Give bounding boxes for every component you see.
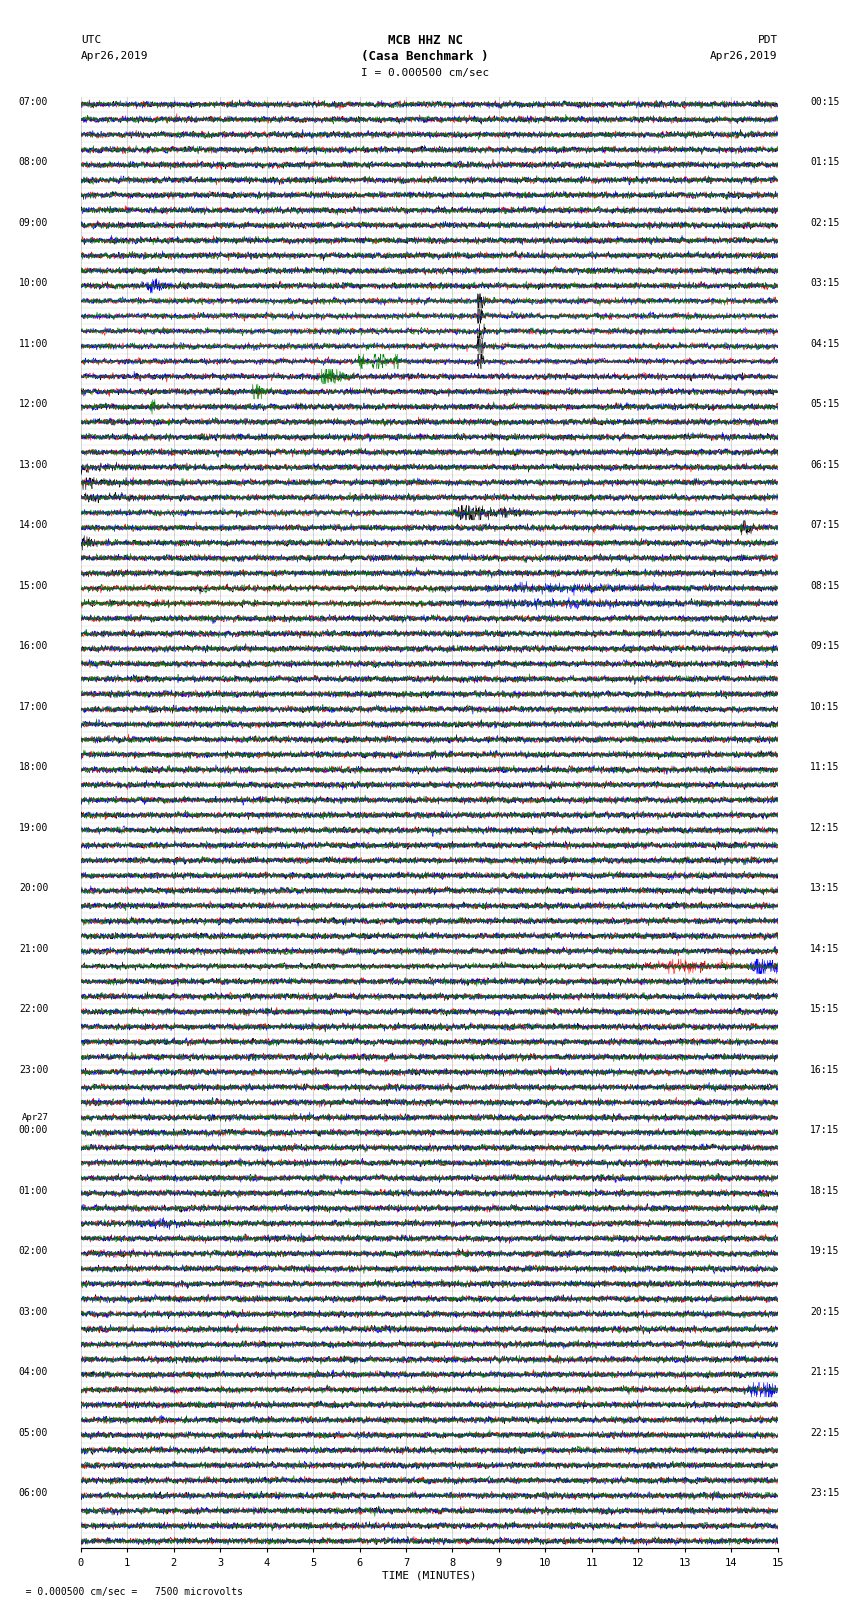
Text: I = 0.000500 cm/sec: I = 0.000500 cm/sec (361, 68, 489, 77)
Text: 22:15: 22:15 (810, 1428, 840, 1437)
Text: 03:15: 03:15 (810, 279, 840, 289)
Text: MCB HHZ NC: MCB HHZ NC (388, 34, 462, 47)
Text: 07:15: 07:15 (810, 521, 840, 531)
Text: 10:00: 10:00 (19, 279, 48, 289)
Text: 11:15: 11:15 (810, 763, 840, 773)
Text: 10:15: 10:15 (810, 702, 840, 711)
Text: Apr26,2019: Apr26,2019 (711, 52, 778, 61)
Text: 12:00: 12:00 (19, 400, 48, 410)
Text: 06:15: 06:15 (810, 460, 840, 469)
Text: 03:00: 03:00 (19, 1307, 48, 1316)
Text: (Casa Benchmark ): (Casa Benchmark ) (361, 50, 489, 63)
Text: Apr26,2019: Apr26,2019 (81, 52, 148, 61)
Text: 04:00: 04:00 (19, 1368, 48, 1378)
X-axis label: TIME (MINUTES): TIME (MINUTES) (382, 1571, 477, 1581)
Text: 16:00: 16:00 (19, 642, 48, 652)
Text: = 0.000500 cm/sec =   7500 microvolts: = 0.000500 cm/sec = 7500 microvolts (8, 1587, 243, 1597)
Text: 17:00: 17:00 (19, 702, 48, 711)
Text: 07:00: 07:00 (19, 97, 48, 106)
Text: 18:15: 18:15 (810, 1186, 840, 1195)
Text: 13:15: 13:15 (810, 884, 840, 894)
Text: 09:00: 09:00 (19, 218, 48, 227)
Text: 05:15: 05:15 (810, 400, 840, 410)
Text: PDT: PDT (757, 35, 778, 45)
Text: 21:15: 21:15 (810, 1368, 840, 1378)
Text: 11:00: 11:00 (19, 339, 48, 348)
Text: A: A (8, 1587, 14, 1597)
Text: 20:00: 20:00 (19, 884, 48, 894)
Text: 05:00: 05:00 (19, 1428, 48, 1437)
Text: 23:15: 23:15 (810, 1487, 840, 1498)
Text: 23:00: 23:00 (19, 1065, 48, 1074)
Text: 21:00: 21:00 (19, 944, 48, 953)
Text: 16:15: 16:15 (810, 1065, 840, 1074)
Text: 00:15: 00:15 (810, 97, 840, 106)
Text: 06:00: 06:00 (19, 1487, 48, 1498)
Text: 15:00: 15:00 (19, 581, 48, 590)
Text: Apr27: Apr27 (21, 1113, 48, 1123)
Text: UTC: UTC (81, 35, 101, 45)
Text: 01:15: 01:15 (810, 158, 840, 168)
Text: 12:15: 12:15 (810, 823, 840, 832)
Text: 00:00: 00:00 (19, 1126, 48, 1136)
Text: 08:15: 08:15 (810, 581, 840, 590)
Text: 19:15: 19:15 (810, 1245, 840, 1257)
Text: 02:15: 02:15 (810, 218, 840, 227)
Text: 20:15: 20:15 (810, 1307, 840, 1316)
Text: 17:15: 17:15 (810, 1126, 840, 1136)
Text: 13:00: 13:00 (19, 460, 48, 469)
Text: 14:15: 14:15 (810, 944, 840, 953)
Text: 19:00: 19:00 (19, 823, 48, 832)
Text: 22:00: 22:00 (19, 1003, 48, 1015)
Text: 14:00: 14:00 (19, 521, 48, 531)
Text: 15:15: 15:15 (810, 1003, 840, 1015)
Text: 18:00: 18:00 (19, 763, 48, 773)
Text: 04:15: 04:15 (810, 339, 840, 348)
Text: 08:00: 08:00 (19, 158, 48, 168)
Text: 09:15: 09:15 (810, 642, 840, 652)
Text: 02:00: 02:00 (19, 1245, 48, 1257)
Text: 01:00: 01:00 (19, 1186, 48, 1195)
